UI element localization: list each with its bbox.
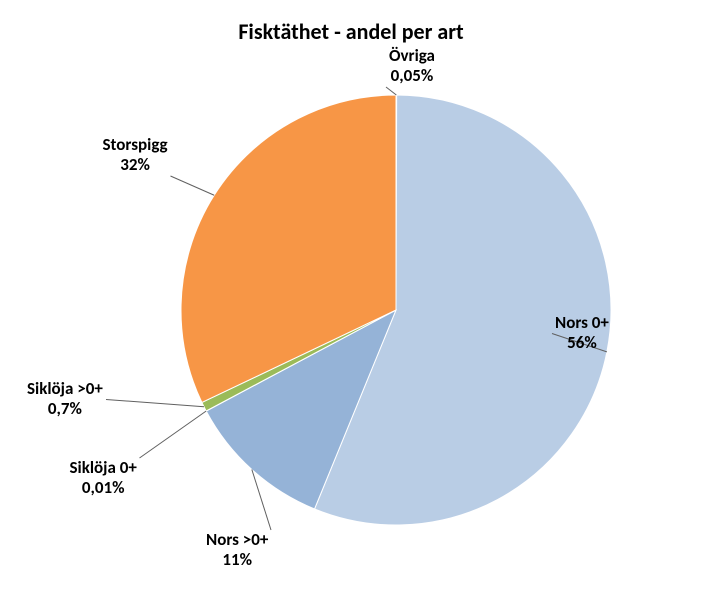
slice-label-nors-0-: Nors >0+11%	[206, 530, 268, 571]
slice-label-name: Nors 0+	[555, 313, 609, 333]
slice-label-value: 11%	[206, 550, 268, 570]
leader-line	[386, 87, 396, 95]
slice-label-name: Nors >0+	[206, 530, 268, 550]
slice-label-value: 32%	[103, 155, 168, 175]
leader-line	[252, 469, 271, 530]
slice-label-name: Siklöja 0+	[70, 458, 137, 478]
slice-label--vriga: Övriga0,05%	[389, 46, 435, 87]
slice-label-value: 0,01%	[70, 478, 137, 498]
slice-label-nors-0-: Nors 0+56%	[555, 313, 609, 354]
leader-line	[140, 411, 207, 458]
slice-label-storspigg: Storspigg32%	[103, 135, 168, 176]
slice-label-value: 0,7%	[27, 399, 103, 419]
leader-line	[171, 176, 215, 195]
slice-label-name: Övriga	[389, 46, 435, 66]
slice-label-value: 0,05%	[389, 66, 435, 86]
slice-label-sikl-ja-0-: Siklöja 0+0,01%	[70, 458, 137, 499]
slice-label-name: Siklöja >0+	[27, 379, 103, 399]
leader-line	[106, 400, 204, 407]
slice-label-value: 56%	[555, 333, 609, 353]
leader-lines	[0, 0, 702, 589]
slice-label-name: Storspigg	[103, 135, 168, 155]
slice-label-sikl-ja-0-: Siklöja >0+0,7%	[27, 379, 103, 420]
